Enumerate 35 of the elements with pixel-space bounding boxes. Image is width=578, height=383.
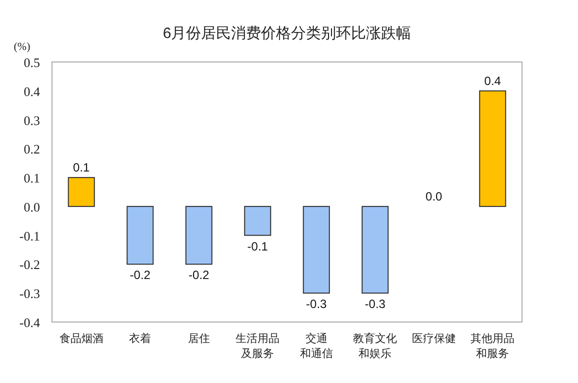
data-label: 0.4	[484, 74, 502, 88]
x-tick-label: 医疗保健	[412, 332, 456, 345]
data-label: -0.3	[306, 297, 328, 312]
y-tick-label: -0.2	[19, 257, 40, 272]
bar	[244, 206, 272, 236]
x-tick-label: 教育文化和娱乐	[353, 332, 398, 360]
x-tick-label: 居住	[188, 333, 210, 345]
bar	[68, 177, 95, 207]
bar	[126, 206, 154, 265]
data-label: -0.2	[188, 268, 210, 282]
y-tick-label: 0.5	[24, 55, 40, 70]
bar	[362, 206, 389, 294]
x-tick-label: 食品烟酒	[59, 332, 104, 345]
x-tick-label: 其他用品和服务	[470, 332, 515, 360]
y-tick-label: -0.4	[19, 315, 40, 330]
x-tick-label: 生活用品及服务	[236, 332, 280, 360]
y-tick-label: 0.3	[24, 112, 40, 128]
x-tick-label: 交通和通信	[300, 332, 333, 360]
x-tick-label: 衣着	[129, 332, 152, 345]
y-tick-label: 0.1	[24, 170, 40, 186]
data-label: -0.3	[364, 297, 386, 312]
y-tick-label: 0.0	[24, 199, 40, 214]
bar	[302, 206, 330, 294]
y-tick-label: -0.1	[19, 228, 40, 244]
y-axis-title: (%)	[14, 41, 31, 53]
data-label: -0.1	[247, 239, 268, 254]
y-tick-label: -0.3	[19, 286, 40, 302]
data-label: 0.1	[73, 160, 90, 175]
data-label: -0.2	[130, 268, 151, 282]
data-label: 0.0	[426, 189, 443, 204]
chart-title: 6月份居民消费价格分类别环比涨跌幅	[162, 25, 412, 42]
bar	[479, 90, 506, 207]
bar	[185, 206, 212, 265]
y-tick-label: 0.4	[24, 84, 40, 99]
y-tick-label: 0.2	[24, 142, 40, 157]
